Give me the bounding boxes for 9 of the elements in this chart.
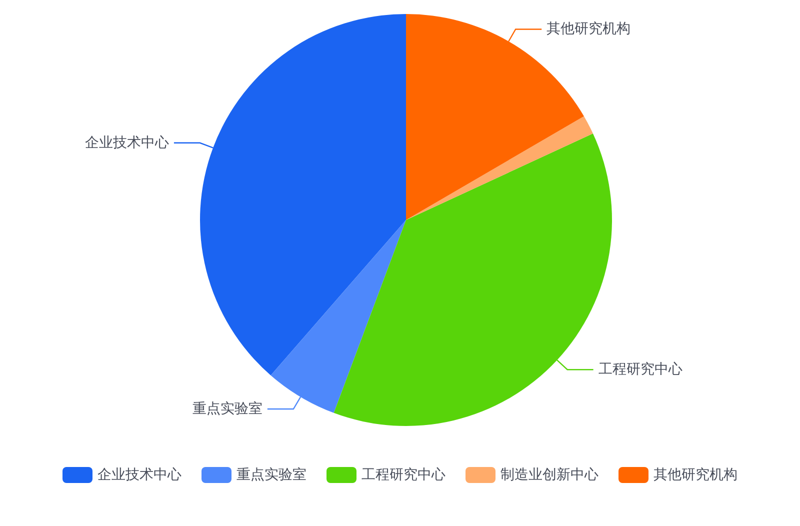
legend-label: 其他研究机构: [654, 467, 738, 483]
slice-label: 企业技术中心: [84, 134, 169, 151]
slice-label: 工程研究中心: [598, 362, 682, 378]
legend-label: 企业技术中心: [98, 467, 182, 483]
legend-label: 制造业创新中心: [500, 467, 598, 483]
legend-label: 重点实验室: [236, 467, 306, 483]
legend-label: 工程研究中心: [362, 467, 446, 483]
slice-label: 重点实验室: [192, 401, 262, 418]
slice-label: 其他研究机构: [546, 21, 631, 38]
